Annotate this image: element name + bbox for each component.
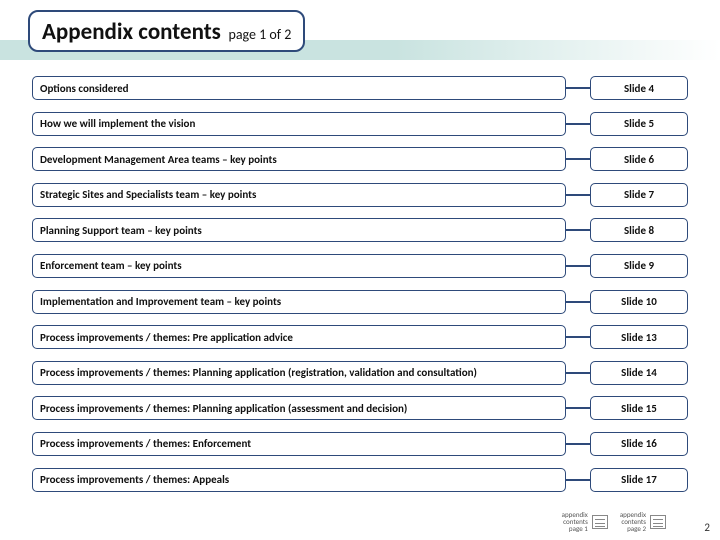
row-connector (566, 87, 590, 89)
title-box: Appendix contents page 1 of 2 (28, 10, 305, 52)
row-connector (566, 372, 590, 374)
contents-row: Process improvements / themes: Pre appli… (32, 325, 688, 349)
row-label[interactable]: Process improvements / themes: Appeals (32, 468, 566, 492)
contents-row: Enforcement team – key points Slide 9 (32, 254, 688, 278)
row-connector (566, 158, 590, 160)
row-label[interactable]: Process improvements / themes: Enforceme… (32, 432, 566, 456)
row-connector (566, 443, 590, 445)
row-connector (566, 479, 590, 481)
row-slide[interactable]: Slide 5 (590, 112, 688, 136)
appendix-nav-label: appendixcontentspage 2 (620, 511, 646, 532)
row-connector (566, 301, 590, 303)
contents-rows: Options considered Slide 4 How we will imp… (32, 76, 688, 503)
row-slide[interactable]: Slide 4 (590, 76, 688, 100)
row-label[interactable]: Options considered (32, 76, 566, 100)
title-sub: page 1 of 2 (228, 26, 291, 43)
row-label[interactable]: Strategic Sites and Specialists team – k… (32, 183, 566, 207)
page-icon (592, 515, 608, 529)
row-connector (566, 407, 590, 409)
contents-row: Development Management Area teams – key … (32, 147, 688, 171)
row-label[interactable]: Planning Support team – key points (32, 218, 566, 242)
row-slide[interactable]: Slide 17 (590, 468, 688, 492)
row-label[interactable]: How we will implement the vision (32, 112, 566, 136)
title-main: Appendix contents (42, 18, 221, 46)
row-connector (566, 229, 590, 231)
row-label[interactable]: Implementation and Improvement team – ke… (32, 290, 566, 314)
row-label[interactable]: Development Management Area teams – key … (32, 147, 566, 171)
row-slide[interactable]: Slide 15 (590, 396, 688, 420)
row-slide[interactable]: Slide 14 (590, 361, 688, 385)
contents-row: Process improvements / themes: Planning … (32, 361, 688, 385)
contents-row: Planning Support team – key points Slide … (32, 218, 688, 242)
row-connector (566, 194, 590, 196)
footer-appendix-links: appendixcontentspage 1 appendixcontentspa… (562, 511, 666, 532)
contents-row: How we will implement the vision Slide 5 (32, 112, 688, 136)
page-icon (650, 515, 666, 529)
row-label[interactable]: Process improvements / themes: Pre appli… (32, 325, 566, 349)
row-connector (566, 336, 590, 338)
contents-row: Implementation and Improvement team – ke… (32, 290, 688, 314)
row-slide[interactable]: Slide 16 (590, 432, 688, 456)
row-label[interactable]: Enforcement team – key points (32, 254, 566, 278)
row-connector (566, 265, 590, 267)
slide: Appendix contents page 1 of 2 Options co… (0, 0, 720, 540)
row-label[interactable]: Process improvements / themes: Planning … (32, 396, 566, 420)
row-connector (566, 123, 590, 125)
row-slide[interactable]: Slide 8 (590, 218, 688, 242)
appendix-nav-1[interactable]: appendixcontentspage 1 (562, 511, 608, 532)
row-slide[interactable]: Slide 6 (590, 147, 688, 171)
page-number: 2 (704, 521, 710, 534)
contents-row: Options considered Slide 4 (32, 76, 688, 100)
row-slide[interactable]: Slide 9 (590, 254, 688, 278)
row-slide[interactable]: Slide 13 (590, 325, 688, 349)
contents-row: Process improvements / themes: Appeals Sl… (32, 468, 688, 492)
appendix-nav-2[interactable]: appendixcontentspage 2 (620, 511, 666, 532)
row-slide[interactable]: Slide 7 (590, 183, 688, 207)
contents-row: Process improvements / themes: Planning … (32, 396, 688, 420)
appendix-nav-label: appendixcontentspage 1 (562, 511, 588, 532)
contents-row: Strategic Sites and Specialists team – k… (32, 183, 688, 207)
contents-row: Process improvements / themes: Enforceme… (32, 432, 688, 456)
row-slide[interactable]: Slide 10 (590, 290, 688, 314)
row-label[interactable]: Process improvements / themes: Planning … (32, 361, 566, 385)
